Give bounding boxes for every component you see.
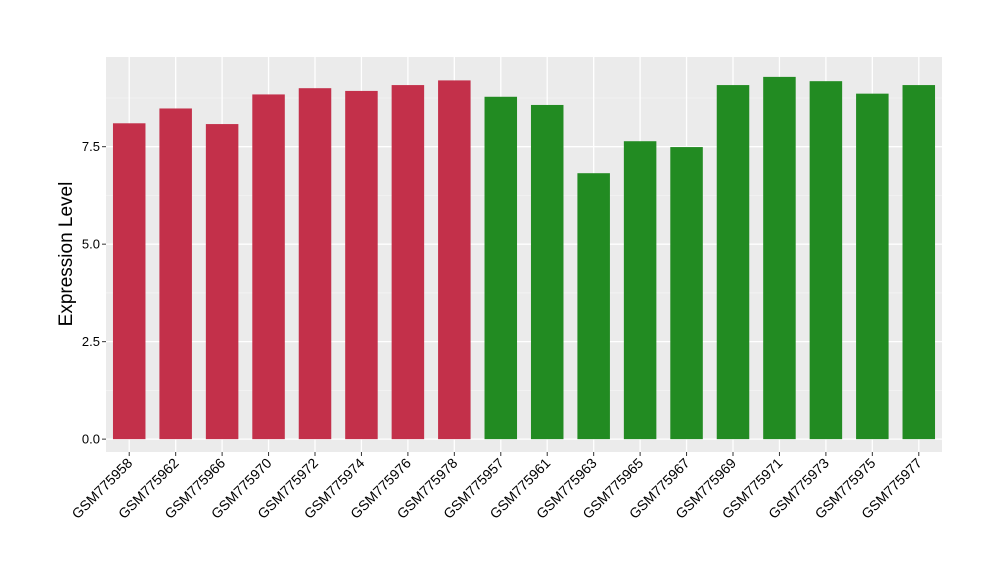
y-tick-label: 7.5 (82, 139, 100, 154)
bar-GSM775957 (484, 96, 518, 440)
bar-GSM775978 (438, 80, 471, 440)
bar-GSM775970 (252, 94, 285, 440)
bar-GSM775976 (391, 85, 425, 440)
bars (112, 76, 936, 440)
bar-GSM775958 (112, 123, 146, 440)
bar-GSM775965 (623, 141, 657, 440)
y-tick-label: 0.0 (82, 432, 100, 447)
y-axis: 0.0 2.5 5.0 7.5 (82, 139, 106, 447)
bar-GSM775967 (670, 147, 703, 440)
plot-panel (106, 57, 942, 452)
bar-GSM775974 (345, 90, 378, 440)
x-axis: GSM775958GSM775962GSM775966GSM775970GSM7… (68, 452, 925, 522)
y-axis-title: Expression Level (56, 182, 77, 327)
bar-GSM775971 (763, 76, 796, 440)
bar-GSM775972 (298, 88, 332, 440)
bar-GSM775977 (902, 85, 936, 440)
bar-GSM775969 (716, 85, 750, 440)
bar-GSM775975 (856, 93, 889, 440)
y-tick-label: 5.0 (82, 237, 100, 252)
bar-GSM775963 (577, 173, 610, 440)
y-tick-label: 2.5 (82, 334, 100, 349)
bar-GSM775962 (159, 108, 192, 440)
bar-GSM775961 (530, 104, 564, 440)
bar-GSM775966 (205, 124, 239, 440)
bar-GSM775973 (809, 81, 843, 440)
